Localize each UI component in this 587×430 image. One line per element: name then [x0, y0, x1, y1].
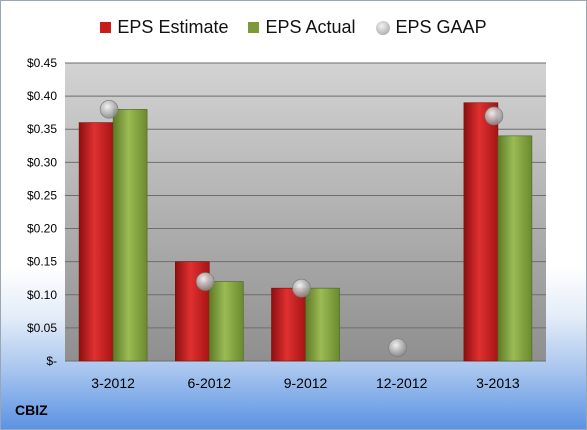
- y-tick-label: $0.40: [27, 89, 57, 103]
- x-tick-label: 6-2012: [188, 375, 232, 391]
- y-tick-label: $0.10: [27, 288, 57, 302]
- bar-eps-actual: [497, 135, 533, 362]
- y-tick-label: $0.45: [27, 56, 57, 70]
- y-tick-label: $-: [46, 354, 57, 368]
- legend-item-estimate: EPS Estimate: [100, 17, 228, 38]
- legend-swatch-actual: [248, 22, 260, 33]
- y-tick-label: $0.20: [27, 222, 57, 236]
- legend: EPS Estimate EPS Actual EPS GAAP: [1, 17, 586, 38]
- gaap-points: [99, 100, 504, 358]
- bar-eps-actual: [209, 281, 244, 362]
- bars: [78, 102, 533, 362]
- point-eps-gaap: [388, 338, 408, 358]
- y-tick-label: $0.15: [27, 255, 57, 269]
- bar-eps-actual: [305, 287, 340, 362]
- y-tick-label: $0.30: [27, 155, 57, 169]
- point-eps-gaap: [484, 106, 504, 126]
- legend-label-estimate: EPS Estimate: [117, 17, 229, 37]
- bar-eps-actual: [112, 109, 148, 362]
- point-eps-gaap: [196, 272, 215, 291]
- legend-label-actual: EPS Actual: [265, 17, 356, 37]
- bar-eps-estimate: [271, 287, 306, 362]
- legend-item-gaap: EPS GAAP: [375, 17, 487, 38]
- legend-swatch-gaap: [375, 20, 390, 35]
- bar-eps-estimate: [78, 122, 114, 362]
- bar-eps-estimate: [463, 102, 499, 362]
- y-tick-label: $0.25: [27, 188, 57, 202]
- legend-label-gaap: EPS GAAP: [395, 17, 487, 37]
- x-tick-label: 3-2012: [91, 375, 135, 391]
- y-axis: $- $0.05 $0.10 $0.15 $0.20 $0.25 $0.30 $0.35 $0.…: [27, 56, 57, 368]
- x-tick-label: 3-2013: [476, 375, 520, 391]
- y-tick-label: $0.35: [27, 122, 57, 136]
- x-tick-label: 9-2012: [284, 375, 328, 391]
- point-eps-gaap: [99, 100, 119, 119]
- company-ticker: CBIZ: [15, 402, 48, 418]
- x-tick-label: 12-2012: [376, 375, 428, 391]
- legend-swatch-estimate: [100, 22, 112, 33]
- point-eps-gaap: [292, 278, 311, 298]
- x-axis: 3-2012 6-2012 9-2012 12-2012 3-2013: [91, 375, 520, 391]
- legend-item-actual: EPS Actual: [248, 17, 356, 38]
- y-tick-label: $0.05: [27, 321, 57, 335]
